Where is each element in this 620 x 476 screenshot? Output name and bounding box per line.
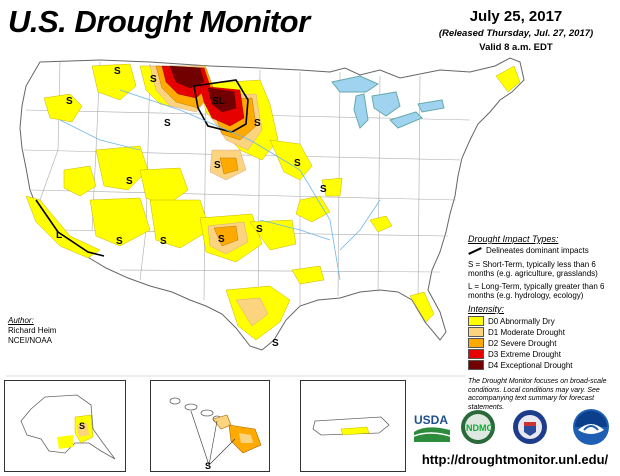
puerto-rico-inset — [300, 380, 406, 472]
impact-label-s: S — [254, 118, 261, 129]
puerto-rico-map — [312, 416, 390, 436]
author-header: Author: — [8, 316, 34, 325]
d4-areas — [169, 65, 237, 113]
author-block: Author: Richard Heim NCEI/NOAA — [8, 316, 56, 346]
hawaii-inset: S — [150, 380, 270, 472]
impact-label-s: S — [150, 74, 157, 85]
usda-logo: USDA — [412, 410, 452, 446]
map-date: July 25, 2017 — [469, 8, 563, 25]
impact-label-s: S — [164, 118, 171, 129]
svg-text:NDMC: NDMC — [466, 423, 493, 433]
impact-label-sl: SL — [212, 96, 225, 107]
legend-swatch — [468, 316, 484, 326]
legend-row: D3 Extreme Drought — [468, 349, 618, 359]
legend-label: D1 Moderate Drought — [488, 327, 565, 337]
impact-label-s: S — [256, 224, 263, 235]
delineation-line-icon — [468, 246, 482, 255]
ndmc-logo: NDMC — [460, 408, 496, 446]
alaska-inset: S — [4, 380, 126, 472]
impact-types-header: Drought Impact Types: — [468, 234, 559, 244]
legend-row: D1 Moderate Drought — [468, 327, 618, 337]
short-term-desc: S = Short-Term, typically less than 6 mo… — [468, 260, 598, 278]
impact-label-s: S — [126, 176, 133, 187]
impact-label-s: S — [218, 234, 225, 245]
delineates-label: Delineates dominant impacts — [486, 246, 589, 255]
legend-label: D4 Exceptional Drought — [488, 360, 573, 370]
conus-outline — [19, 57, 525, 351]
legend: Drought Impact Types: Delineates dominan… — [468, 234, 618, 371]
disclaimer-note: The Drought Monitor focuses on broad-sca… — [468, 378, 607, 411]
hawaii-label-s: S — [205, 461, 211, 471]
legend-swatch — [468, 360, 484, 370]
impact-label-s: S — [114, 66, 121, 77]
valid-time: Valid 8 a.m. EDT — [479, 42, 553, 53]
impact-label-s: S — [294, 158, 301, 169]
legend-row: D4 Exceptional Drought — [468, 360, 618, 370]
legend-row: D2 Severe Drought — [468, 338, 618, 348]
release-date: (Released Thursday, Jul. 27, 2017) — [438, 28, 594, 39]
impact-label-s: S — [116, 236, 123, 247]
alaska-map: S — [20, 394, 116, 460]
impact-label-l: L — [56, 230, 62, 241]
website-link[interactable]: http://droughtmonitor.unl.edu/ — [421, 452, 609, 467]
rivers — [59, 89, 381, 281]
intensity-header: Intensity: — [468, 304, 505, 314]
impact-label-s: S — [66, 96, 73, 107]
impact-label-s: S — [160, 236, 167, 247]
author-name: Richard Heim — [8, 326, 57, 335]
impact-label-s: S — [214, 160, 221, 171]
legend-swatch — [468, 349, 484, 359]
legend-label: D3 Extreme Drought — [488, 349, 561, 359]
alaska-label-s: S — [79, 421, 85, 431]
commerce-seal — [512, 408, 548, 446]
legend-label: D0 Abnormally Dry — [488, 316, 555, 326]
hawaii-map: S — [169, 397, 262, 471]
impact-lines — [35, 79, 249, 257]
legend-swatch — [468, 338, 484, 348]
legend-label: D2 Severe Drought — [488, 338, 557, 348]
impact-labels: S S S S SL S S S S S S S S S S L — [56, 66, 327, 349]
author-org: NCEI/NOAA — [8, 336, 53, 345]
noaa-logo — [572, 408, 610, 446]
legend-swatch — [468, 327, 484, 337]
legend-row: D0 Abnormally Dry — [468, 316, 618, 326]
great-lakes — [331, 75, 445, 129]
impact-label-s: S — [272, 338, 279, 349]
svg-text:USDA: USDA — [414, 413, 448, 427]
impact-label-s: S — [320, 184, 327, 195]
map-title: U.S. Drought Monitor — [8, 4, 310, 39]
long-term-desc: L = Long-Term, typically greater than 6 … — [468, 282, 605, 300]
